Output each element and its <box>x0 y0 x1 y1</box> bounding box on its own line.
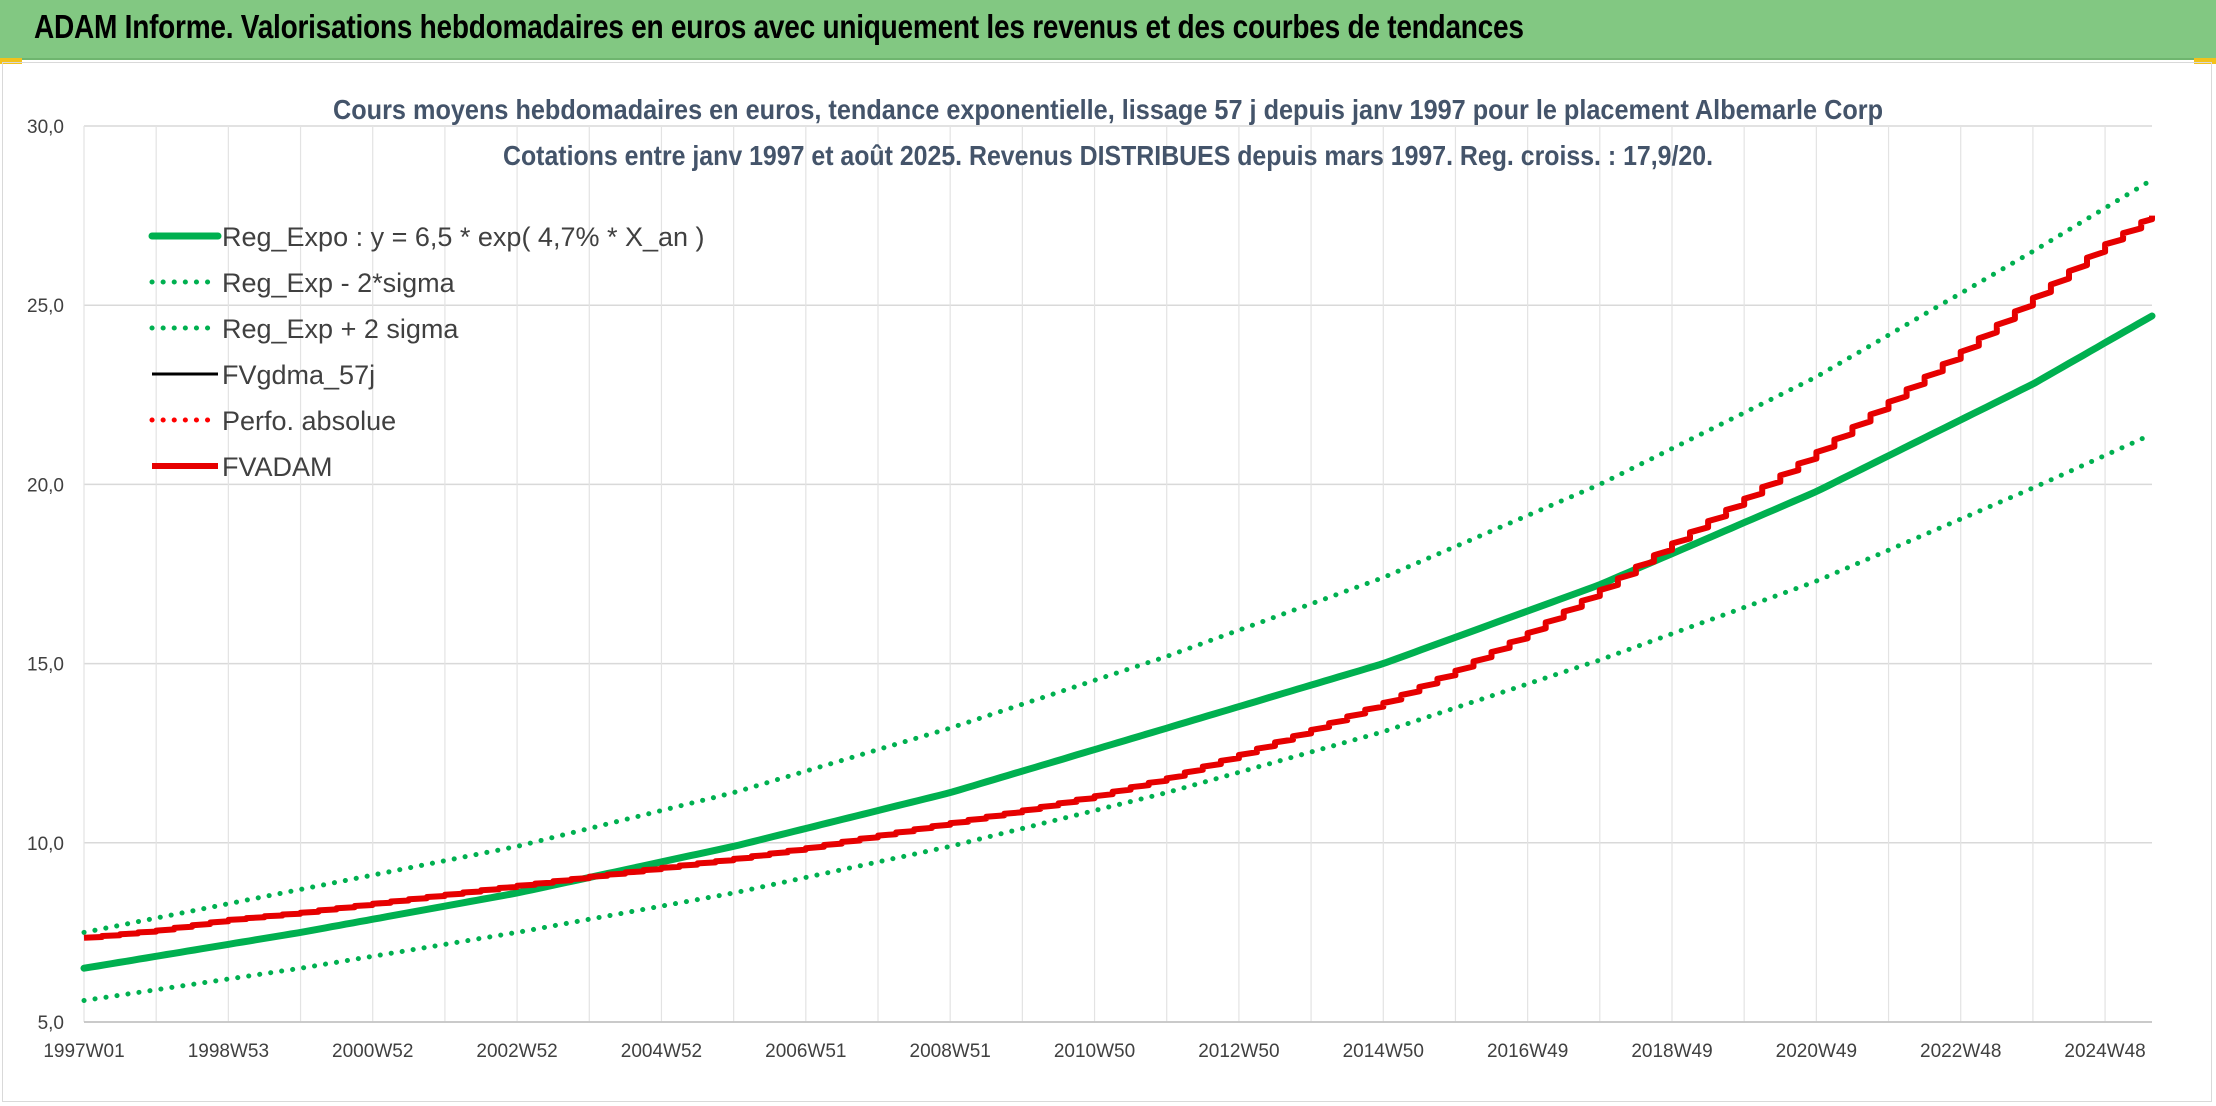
y-tick-label: 25,0 <box>27 296 64 317</box>
legend-label: FVgdma_57j <box>222 360 375 390</box>
right-corner-marker <box>2194 58 2216 64</box>
x-tick-label: 2022W48 <box>1920 1041 2001 1062</box>
y-tick-label: 15,0 <box>27 655 64 676</box>
x-tick-label: 1997W01 <box>43 1041 124 1062</box>
chart-title: Cours moyens hebdomadaires en euros, ten… <box>333 94 1883 125</box>
chart-frame <box>2 62 2212 1102</box>
x-tick-label: 2012W50 <box>1198 1041 1279 1062</box>
chart-series <box>80 177 2156 1003</box>
series-line-1 <box>81 431 2155 1003</box>
chart-gridlines <box>83 125 2152 1023</box>
x-tick-label: 1998W53 <box>188 1041 269 1062</box>
x-tick-label: 2014W50 <box>1343 1041 1424 1062</box>
x-tick-label: 2018W49 <box>1631 1041 1712 1062</box>
series-line-0 <box>80 312 2156 972</box>
legend-label: Reg_Expo : y = 6,5 * exp( 4,7% * X_an ) <box>222 222 705 252</box>
y-tick-label: 10,0 <box>27 834 64 855</box>
y-axis-ticks: 5,0 10,0 15,0 20,0 25,0 30,0 <box>27 117 64 1034</box>
y-tick-label: 30,0 <box>27 117 64 138</box>
x-tick-label: 2002W52 <box>476 1041 557 1062</box>
x-tick-label: 2008W51 <box>910 1041 991 1062</box>
legend-label: Reg_Exp - 2*sigma <box>222 268 456 298</box>
chart-legend: Reg_Expo : y = 6,5 * exp( 4,7% * X_an ) R… <box>148 222 705 482</box>
x-tick-label: 2016W49 <box>1487 1041 1568 1062</box>
left-corner-marker <box>0 58 22 64</box>
y-tick-label: 20,0 <box>27 475 64 496</box>
x-axis-ticks: 1997W01 1998W53 2000W52 2002W52 2004W52 2006W… <box>43 1041 2145 1062</box>
x-tick-label: 2004W52 <box>621 1041 702 1062</box>
series-line-5 <box>83 215 2155 941</box>
report-title: ADAM Informe. Valorisations hebdomadaire… <box>34 8 1524 45</box>
x-tick-label: 2006W51 <box>765 1041 846 1062</box>
x-tick-label: 2000W52 <box>332 1041 413 1062</box>
report-banner: ADAM Informe. Valorisations hebdomadaire… <box>0 0 2216 60</box>
x-tick-label: 2024W48 <box>2064 1041 2145 1062</box>
legend-label: Reg_Exp + 2 sigma <box>222 314 459 344</box>
x-tick-label: 2010W50 <box>1054 1041 1135 1062</box>
legend-label: Perfo. absolue <box>222 406 396 436</box>
series-line-2 <box>81 177 2155 935</box>
y-tick-label: 5,0 <box>38 1013 64 1034</box>
legend-label: FVADAM <box>222 452 333 482</box>
x-tick-label: 2020W49 <box>1776 1041 1857 1062</box>
chart-subtitle: Cotations entre janv 1997 et août 2025. … <box>503 140 1713 171</box>
